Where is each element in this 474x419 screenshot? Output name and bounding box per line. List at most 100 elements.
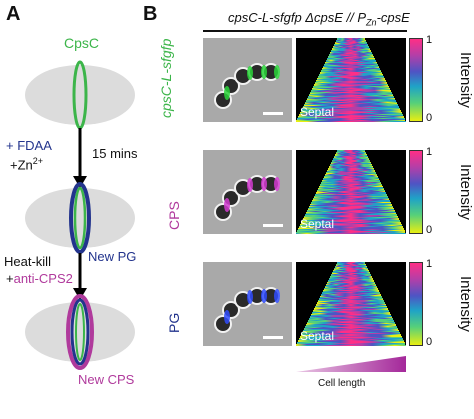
kymograph-line [323, 66, 379, 67]
kymograph-line [332, 160, 370, 161]
cell-3-pg-ring [70, 298, 90, 366]
kymograph-line [314, 308, 388, 309]
kymograph-line [315, 193, 387, 194]
row-3-label: PG [166, 312, 182, 333]
kymograph-line [296, 233, 406, 234]
kymograph-line [337, 38, 365, 39]
kymograph-line [296, 232, 406, 233]
kymograph-line [310, 204, 392, 205]
kymograph-line [319, 74, 383, 75]
kymograph-line [336, 264, 366, 265]
kymograph-line [328, 279, 374, 280]
kymograph-line [334, 155, 368, 156]
kymograph-line [300, 111, 402, 112]
kymograph-line [323, 65, 379, 66]
kymograph-line [302, 107, 400, 108]
kymograph-line [313, 85, 389, 86]
panel-b-header: cpsC-L-sfgfp ΔcpsE // PZn-cpsE [228, 10, 410, 28]
kymograph-line [316, 191, 386, 192]
kymograph-line [337, 262, 365, 263]
kymograph-line [327, 169, 375, 170]
kymograph-line [298, 228, 404, 229]
kymograph-line [321, 181, 381, 182]
kymograph-row-2 [296, 150, 406, 234]
kymograph-line [296, 121, 406, 122]
kymograph-line [297, 342, 405, 343]
kymograph-line [315, 81, 387, 82]
kymograph-line [336, 263, 366, 264]
kymograph-line [310, 316, 392, 317]
kymograph-line [333, 45, 369, 46]
kymograph-line [306, 211, 396, 212]
colorbar-max-2: 1 [426, 146, 433, 158]
colorbar-3 [409, 262, 423, 346]
cell-3-body [25, 302, 135, 362]
kymograph-line [326, 284, 376, 285]
kymograph-line [325, 62, 377, 63]
cell-length-label: Cell length [318, 378, 366, 389]
kymograph-line [317, 78, 385, 79]
kymograph-line [309, 205, 393, 206]
kymograph-line [311, 313, 391, 314]
kymograph-line [320, 295, 382, 296]
kymograph-line [319, 185, 383, 186]
kymograph-line [328, 56, 374, 57]
new-cps-label: New CPS [78, 372, 135, 387]
kymograph-line [299, 337, 403, 338]
kymograph-line [312, 87, 390, 88]
kymograph-line [312, 200, 390, 201]
kymograph-line [334, 43, 368, 44]
cpsc-label: CpsC [64, 35, 100, 51]
kymograph-line [307, 322, 395, 323]
kymograph-line [312, 88, 390, 89]
kymograph-line [318, 75, 384, 76]
kymograph-line [318, 76, 384, 77]
kymograph-line [299, 113, 403, 114]
kymograph-line [308, 319, 394, 320]
septal-label-3: Septal [300, 329, 335, 343]
kymograph-line [304, 104, 398, 105]
kymograph-line [308, 95, 394, 96]
kymograph-line [305, 214, 397, 215]
kymograph-line [330, 163, 372, 164]
septal-label-2: Septal [300, 217, 335, 231]
kymograph-line [326, 59, 376, 60]
kymograph-line [316, 79, 386, 80]
kymograph-line [302, 331, 400, 332]
cell-2-cpsc-ring [73, 186, 87, 250]
cell-1-body [25, 65, 135, 125]
kymograph-line [329, 278, 373, 279]
kymograph-line [299, 114, 403, 115]
kymograph-line [330, 52, 372, 53]
kymograph-line [298, 116, 404, 117]
kymograph-line [331, 162, 371, 163]
kymograph-line [314, 196, 388, 197]
kymograph-line [322, 292, 380, 293]
kymograph-line [316, 192, 386, 193]
colorbar-1 [409, 38, 423, 122]
kymograph-line [327, 58, 375, 59]
kymograph-line [301, 110, 401, 111]
kymograph-line [311, 90, 391, 91]
kymograph-line [298, 227, 404, 228]
kymograph-line [300, 335, 402, 336]
kymograph-line [302, 332, 400, 333]
kymograph-line [319, 297, 383, 298]
kymograph-line [303, 218, 399, 219]
intensity-label-1: Intensity [457, 52, 474, 108]
kymograph-line [322, 180, 380, 181]
kymograph-line [303, 105, 399, 106]
kymograph-line [332, 159, 370, 160]
kymograph-line [308, 96, 394, 97]
kymograph-line [318, 188, 384, 189]
micrograph-row-2 [203, 150, 292, 234]
kymograph-line [317, 302, 385, 303]
kymograph-line [305, 102, 397, 103]
micrograph-cells-1 [214, 63, 280, 109]
scale-bar-3 [263, 336, 283, 339]
kymograph-line [325, 174, 377, 175]
kymograph-line [317, 301, 385, 302]
kymograph-line [325, 285, 377, 286]
kymograph-row-3 [296, 262, 406, 346]
kymograph-line [299, 225, 403, 226]
